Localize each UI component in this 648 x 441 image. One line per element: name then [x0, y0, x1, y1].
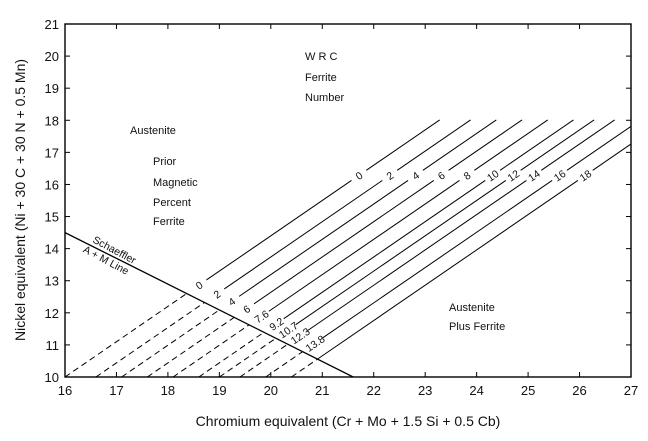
ferrite-iso-line	[317, 180, 579, 360]
ferrite-iso-line-tail	[366, 119, 440, 171]
wrc-ferrite-number-value: 2	[385, 170, 397, 183]
ferrite-iso-line-dashed	[172, 324, 250, 377]
prior-label-line4: Ferrite	[153, 216, 185, 228]
x-tick-labels: 16 17 18 19 20 21 22 23 24 25 26 27	[58, 383, 638, 398]
x-tick-label: 19	[212, 383, 226, 398]
y-tick-label: 11	[46, 338, 60, 353]
af-label-line2: Plus Ferrite	[449, 321, 505, 333]
ferrite-iso-line-tail	[540, 119, 615, 171]
wrc-ferrite-number-value: 12	[506, 168, 523, 185]
ferrite-iso-line	[268, 180, 460, 312]
x-tick-label: 27	[624, 383, 638, 398]
x-tick-label: 18	[161, 383, 175, 398]
ferrite-iso-line-tail	[396, 119, 471, 171]
x-tick-label: 24	[469, 383, 483, 398]
ferrite-iso-line-dashed	[265, 351, 303, 377]
y-tick-label: 12	[45, 306, 59, 321]
y-tick-label: 19	[45, 81, 59, 96]
ferrite-iso-line-tail	[520, 119, 595, 171]
prior-magnetic-ferrite-label: 6	[241, 303, 253, 316]
y-tick-label: 17	[45, 145, 59, 160]
austenite-region-label: Austenite	[130, 125, 176, 137]
y-axis-title: Nickel equivalent (Ni + 30 C + 30 N + 0.…	[12, 59, 28, 341]
x-tick-label: 20	[264, 383, 278, 398]
ferrite-iso-line	[253, 180, 435, 305]
y-tick-label: 14	[45, 242, 59, 257]
ferrite-iso-line-dashed	[219, 337, 277, 377]
y-tick-label: 15	[45, 210, 59, 225]
ferrite-iso-line-tail	[448, 119, 523, 171]
wrc-ferrite-number-value: 0	[354, 170, 366, 183]
ferrite-iso-line-tail	[592, 143, 631, 171]
prior-magnetic-ferrite-label: 0	[194, 279, 206, 292]
y-tick-labels: 10 11 12 13 14 15 16 17 18 19 20 21	[45, 17, 59, 385]
ferrite-iso-line-tail	[499, 119, 574, 171]
y-tick-label: 18	[45, 113, 59, 128]
ferrite-iso-line	[283, 180, 486, 320]
wrc-label-line1: W R C	[305, 51, 337, 63]
af-label-line1: Austenite	[449, 302, 495, 314]
ferrite-iso-line	[322, 180, 553, 339]
ferrite-iso-line-dashed	[198, 331, 265, 377]
plot-area	[65, 119, 631, 377]
x-axis-title: Chromium equivalent (Cr + Mo + 1.5 Si + …	[196, 413, 501, 429]
wrc-ferrite-number-label: W R C Ferrite Number	[305, 51, 344, 104]
plot-frame	[64, 23, 632, 378]
y-tick-label: 21	[45, 17, 59, 32]
x-tick-label: 16	[58, 383, 72, 398]
prior-label-line2: Magnetic	[153, 177, 198, 189]
ferrite-iso-line-dashed	[147, 316, 235, 377]
prior-label-line1: Prior	[153, 156, 177, 168]
x-tick-label: 21	[315, 383, 329, 398]
wrc-ferrite-number-value: 8	[462, 170, 474, 183]
y-tick-label: 16	[45, 177, 59, 192]
wrc-ferrite-number-value: 6	[436, 170, 448, 183]
y-tick-label: 13	[45, 274, 59, 289]
x-tick-label: 22	[366, 383, 380, 398]
prior-magnetic-percent-ferrite-label: Prior Magnetic Percent Ferrite	[153, 156, 198, 228]
ferrite-iso-line-tail	[566, 125, 631, 171]
wrc-ferrite-number-value: 18	[578, 168, 595, 185]
y-tick-label: 10	[45, 370, 59, 385]
ferrite-iso-line-dashed	[95, 302, 205, 377]
wrc-ferrite-number-value: 4	[410, 170, 422, 183]
x-tick-label: 17	[109, 383, 123, 398]
y-tick-label: 20	[45, 49, 59, 64]
wrc-ferrite-number-value: 14	[526, 168, 543, 185]
wrc-ferrite-number-value: 16	[552, 168, 569, 185]
ferrite-iso-line-tail	[422, 119, 497, 171]
schaeffler-am-line	[65, 232, 354, 377]
prior-magnetic-ferrite-label: 2	[212, 288, 224, 301]
ferrite-iso-line-dashed	[291, 358, 318, 377]
austenite-plus-ferrite-label: Austenite Plus Ferrite	[449, 302, 505, 333]
wrc-ferrite-number-value: 10	[485, 168, 502, 185]
ferrite-iso-line-dashed	[65, 293, 187, 377]
ferrite-iso-line	[238, 180, 409, 297]
x-tick-label: 26	[572, 383, 586, 398]
ferrite-iso-line	[206, 180, 352, 281]
prior-magnetic-ferrite-label: 4	[226, 296, 238, 309]
x-tick-label: 23	[418, 383, 432, 398]
ferrite-iso-line-tail	[474, 119, 549, 171]
x-tick-label: 25	[521, 383, 535, 398]
ferrite-iso-line	[307, 180, 527, 332]
ferrite-iso-line	[223, 180, 383, 290]
ferrite-iso-line	[295, 180, 507, 326]
wrc-label-line2: Ferrite	[305, 72, 337, 84]
prior-label-line3: Percent	[153, 197, 191, 209]
wrc-label-line3: Number	[305, 92, 344, 104]
